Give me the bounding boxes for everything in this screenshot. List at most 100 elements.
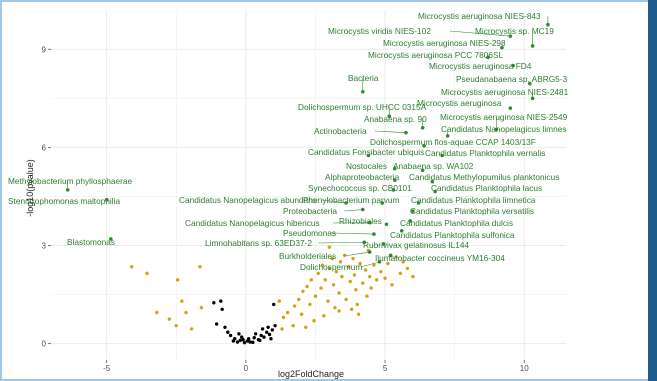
moderate-point [390, 283, 394, 287]
significant-point-microcystis-aeruginosa-nies-843 [546, 22, 550, 27]
significant-point-candidatus-planktophila-sulfonica [399, 228, 404, 233]
point-label-bacteria: Bacteria [348, 73, 379, 83]
nonsignificant-point [265, 330, 269, 334]
moderate-point [394, 255, 398, 259]
significant-point-anabaena-sp-90 [420, 125, 425, 130]
point-label-alphaproteobacteria: Alphaproteobacteria [325, 172, 400, 182]
significant-point-blastomonas [109, 237, 113, 241]
point-label-dolichospermum-sp-uhcc-0315a: Dolichospermum sp. UHCC 0315A [298, 102, 427, 112]
nonsignificant-point [262, 335, 266, 339]
significant-point-limnohabitans-sp-63ed37-2 [362, 240, 366, 245]
significant-point-microcystis-aeruginosa-nies-2481 [530, 96, 535, 101]
nonsignificant-point [214, 322, 219, 326]
point-label-blastomonas: Blastomonas [67, 237, 115, 247]
moderate-point [331, 283, 336, 287]
nonsignificant-points [212, 299, 277, 345]
significant-point-candidatus-planktophila-versatilis [411, 209, 415, 213]
moderate-point [323, 278, 327, 282]
moderate-point [355, 302, 359, 307]
point-label-dolichospermum-flos-aquae-ccap-1403-13f: Dolichospermum flos-aquae CCAP 1403/13F [370, 137, 536, 147]
nonsignificant-point [272, 302, 276, 307]
moderate-point [308, 302, 312, 307]
moderate-point [361, 281, 365, 285]
nonsignificant-point [246, 337, 251, 341]
leader-line-actinobacteria [374, 130, 406, 133]
point-label-dolichospermum: Dolichospermum [300, 262, 362, 272]
nonsignificant-point [220, 307, 224, 311]
moderate-point [351, 256, 355, 261]
significant-point-dolichospermum [377, 260, 382, 264]
point-label-rhizobiales: Rhizobiales [339, 216, 382, 226]
significant-point-methylobacterium-phyllosphaerae [65, 188, 70, 192]
significant-point-candidatus-nanopelagicus-abundans [344, 201, 348, 205]
moderate-point [334, 269, 339, 274]
nonsignificant-point [269, 337, 273, 341]
moderate-point [363, 268, 368, 272]
point-label-candidatus-nanopelagicus-limnes: Candidatus Nanopelagicus limnes [441, 124, 566, 134]
moderate-point [285, 310, 290, 315]
significant-point-rubrivivax-gelatinosus-il144 [381, 242, 386, 246]
moderate-point [167, 317, 172, 321]
point-label-microcystis-viridis-nies-102: Microcystis viridis NIES-102 [328, 26, 431, 36]
point-label-candidatus-fonsibacter-ubiquis: Candidatus Fonsibacter ubiquis [308, 147, 424, 157]
grid-lines [51, 10, 566, 360]
side-bar [648, 0, 657, 381]
point-label-microcystis-aeruginosa-nies-2549: Microcystis aeruginosa NIES-2549 [440, 112, 568, 122]
leader-line-pseudomonas [330, 232, 374, 235]
x-tick-label: 10 [520, 364, 529, 373]
significant-point-pseudomonas [372, 232, 376, 236]
significant-point-alphaproteobacteria [392, 178, 397, 182]
nonsignificant-point [248, 340, 252, 344]
moderate-point [322, 314, 326, 318]
leader-line-limnohabitans-sp-63ed37-2 [318, 241, 365, 244]
moderate-point [280, 327, 284, 331]
nonsignificant-point [270, 328, 275, 332]
y-tick-label: 9 [42, 45, 47, 54]
point-label-microcystis-aeruginosa-pcc-7806sl: Microcystis aeruginosa PCC 7806SL [368, 50, 504, 60]
x-tick-label: 0 [244, 364, 249, 373]
axis-ticks: -5 0 5 10 0 3 6 9 [42, 45, 530, 373]
moderate-point [301, 289, 305, 294]
moderate-point [292, 304, 297, 308]
nonsignificant-point [242, 340, 247, 345]
nonsignificant-point [219, 299, 223, 303]
point-label-anabaena-sp-wa102: Anabaena sp. WA102 [393, 161, 474, 171]
point-label-candidatus-nanopelagicus-abundans: Candidatus Nanopelagicus abundans [179, 195, 317, 205]
moderate-points [130, 245, 415, 331]
moderate-point [130, 265, 134, 269]
nonsignificant-point [259, 333, 263, 338]
point-label-microcystis-aeruginosa-nies-298: Microcystis aeruginosa NIES-298 [383, 38, 506, 48]
point-label-microcystis-aeruginosa-fd4: Microcystis aeruginosa FD4 [429, 61, 532, 71]
point-label-candidatus-methylopumilus-planktonicus: Candidatus Methylopumilus planktonicus [409, 172, 559, 182]
significant-point-nostocales [392, 166, 397, 171]
point-label-microcystis-aeruginosa-nies-2481: Microcystis aeruginosa NIES-2481 [441, 87, 569, 97]
significant-point-candidatus-planktophila-vernalis [440, 153, 444, 158]
nonsignificant-point [241, 338, 245, 342]
moderate-point [337, 291, 341, 295]
moderate-point [326, 299, 330, 303]
moderate-point [145, 271, 149, 276]
moderate-point [333, 305, 337, 310]
significant-point-candidatus-nanopelagicus-limnes [445, 134, 450, 138]
point-label-candidatus-planktophila-sulfonica: Candidatus Planktophila sulfonica [390, 230, 515, 240]
panel-background [51, 10, 566, 360]
point-label-microcystis-aeruginosa: Microcystis aeruginosa [417, 98, 502, 108]
point-label-synechococcus-sp-cb0101: Synechococcus sp. CB0101 [308, 183, 412, 193]
nonsignificant-point [235, 340, 240, 344]
moderate-point [330, 256, 334, 261]
nonsignificant-point [237, 332, 241, 336]
significant-point-microcystis-aeruginosa-pcc-7806sl [486, 55, 490, 60]
moderate-point [358, 261, 362, 266]
significant-point-proteobacteria [360, 207, 365, 212]
moderate-point [375, 278, 379, 282]
point-labels: Microcystis aeruginosa NIES-843 Microcyst… [8, 11, 569, 272]
nonsignificant-point [260, 327, 265, 331]
moderate-point [189, 327, 194, 331]
moderate-point [309, 278, 313, 282]
nonsignificant-point [266, 325, 270, 329]
moderate-point [356, 312, 361, 316]
nonsignificant-point [231, 339, 236, 343]
moderate-point [184, 310, 188, 315]
significant-point-rhizobiales [384, 222, 389, 227]
moderate-point [312, 319, 316, 323]
